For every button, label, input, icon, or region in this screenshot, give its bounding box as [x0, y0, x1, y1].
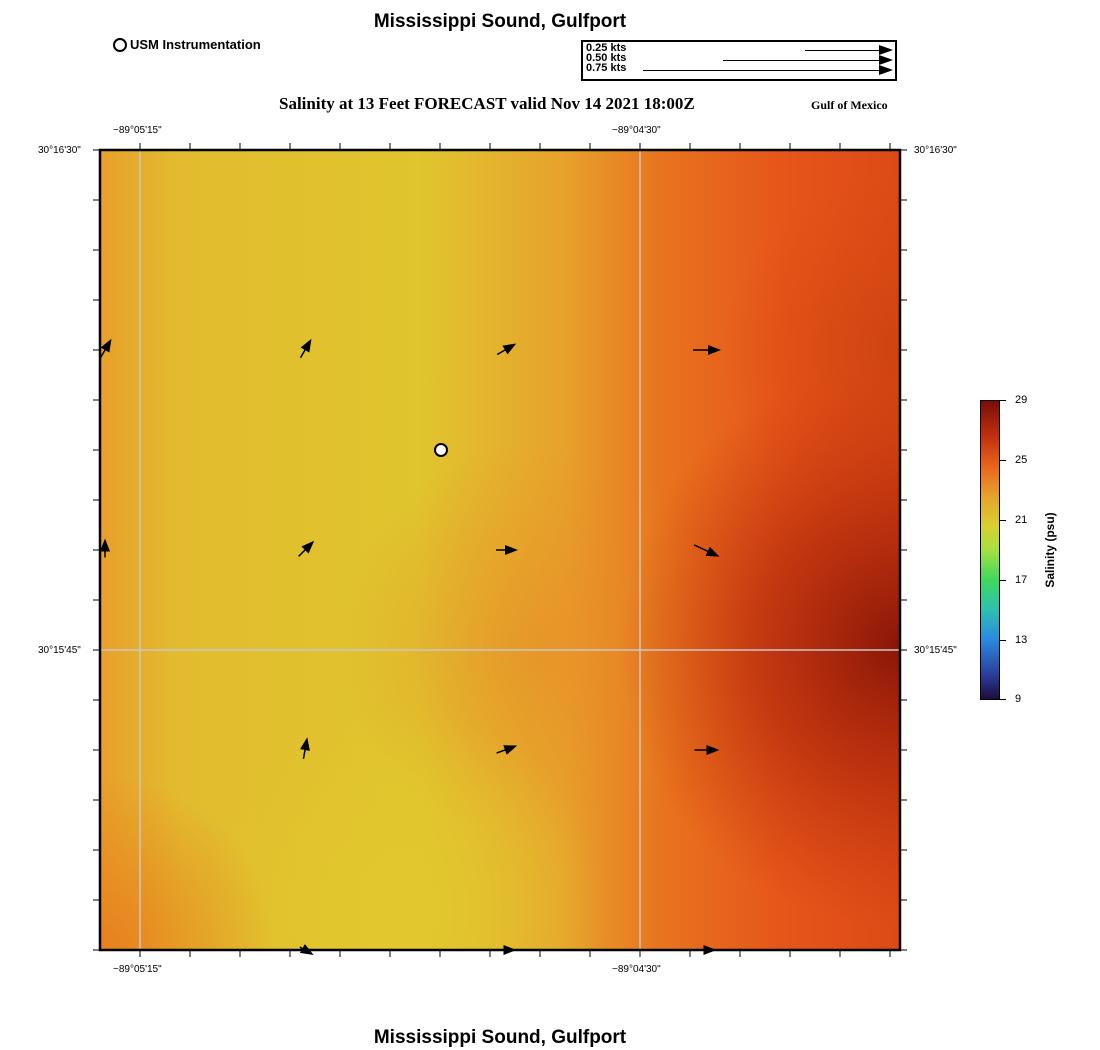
current-vector-arrow [693, 345, 721, 355]
lon-tick-bottom-1: −89°05'15" [113, 964, 162, 975]
usm-station-marker[interactable] [434, 443, 448, 457]
scale-row-050: 0.50 kts [583, 52, 895, 65]
colorbar-label-13: 13 [1015, 634, 1028, 646]
current-scale-legend: 0.25 kts 0.50 kts 0.75 kts [581, 40, 897, 81]
footer-title: Mississippi Sound, Gulfport [373, 1027, 627, 1048]
current-vectors [99, 338, 721, 955]
colorbar-title: Salinity (psu) [1043, 512, 1057, 588]
scale-line-075 [643, 70, 883, 71]
colorbar-tick [1000, 640, 1006, 641]
scale-row-075: 0.75 kts [583, 62, 895, 75]
scale-line-050 [723, 60, 883, 61]
salinity-colorbar [980, 400, 1000, 700]
lon-tick-top-1: −89°05'15" [113, 125, 162, 136]
current-vector-arrow [298, 540, 315, 557]
frame-ticks [93, 143, 907, 957]
current-vector-arrow [300, 737, 310, 759]
lat-tick-left-1: 30°16'30" [38, 145, 81, 156]
region-label: Gulf of Mexico [811, 98, 888, 112]
scale-label-075: 0.75 kts [586, 62, 627, 74]
scale-row-025: 0.25 kts [583, 42, 895, 55]
lon-tick-bottom-2: −89°04'30" [612, 964, 661, 975]
current-vector-arrow [697, 945, 717, 955]
current-vector-arrow [496, 545, 518, 555]
scale-label-050: 0.50 kts [586, 52, 627, 64]
colorbar-tick [1000, 400, 1006, 401]
colorbar-tick [1000, 520, 1006, 521]
current-vector-arrow [497, 945, 517, 955]
colorbar-label-9: 9 [1015, 693, 1022, 705]
current-vector-arrow [100, 538, 110, 558]
arrow-head-icon [879, 55, 893, 65]
current-vector-arrow [299, 944, 314, 955]
colorbar-label-29: 29 [1015, 394, 1028, 406]
lon-tick-top-2: −89°04'30" [612, 125, 661, 136]
colorbar-tick [1000, 580, 1006, 581]
arrow-head-icon [879, 65, 893, 75]
current-vector-arrow [694, 745, 720, 755]
current-vector-arrow [99, 338, 112, 359]
arrow-head-icon [879, 45, 893, 55]
lat-tick-right-1: 30°16'30" [914, 145, 957, 156]
graticule [100, 150, 900, 950]
salinity-field [100, 150, 900, 950]
station-legend-label: USM Instrumentation [130, 37, 261, 52]
map-title: Mississippi Sound, Gulfport [373, 11, 627, 32]
colorbar-label-17: 17 [1015, 574, 1028, 586]
station-marker-icon [113, 37, 127, 52]
scale-label-025: 0.25 kts [586, 42, 627, 54]
scale-line-025 [805, 50, 883, 51]
colorbar-label-21: 21 [1015, 514, 1028, 526]
colorbar-tick [1000, 460, 1006, 461]
colorbar-tick [1000, 699, 1006, 700]
lat-tick-left-2: 30°15'45" [38, 645, 81, 656]
lat-tick-right-2: 30°15'45" [914, 645, 957, 656]
station-legend: USM Instrumentation [113, 37, 261, 52]
current-vector-arrow [496, 343, 517, 356]
forecast-subtitle: Salinity at 13 Feet FORECAST valid Nov 1… [279, 94, 695, 113]
current-vector-arrow [496, 745, 518, 755]
current-vector-arrow [299, 338, 312, 359]
current-vector-arrow [693, 544, 720, 557]
colorbar-label-25: 25 [1015, 454, 1028, 466]
